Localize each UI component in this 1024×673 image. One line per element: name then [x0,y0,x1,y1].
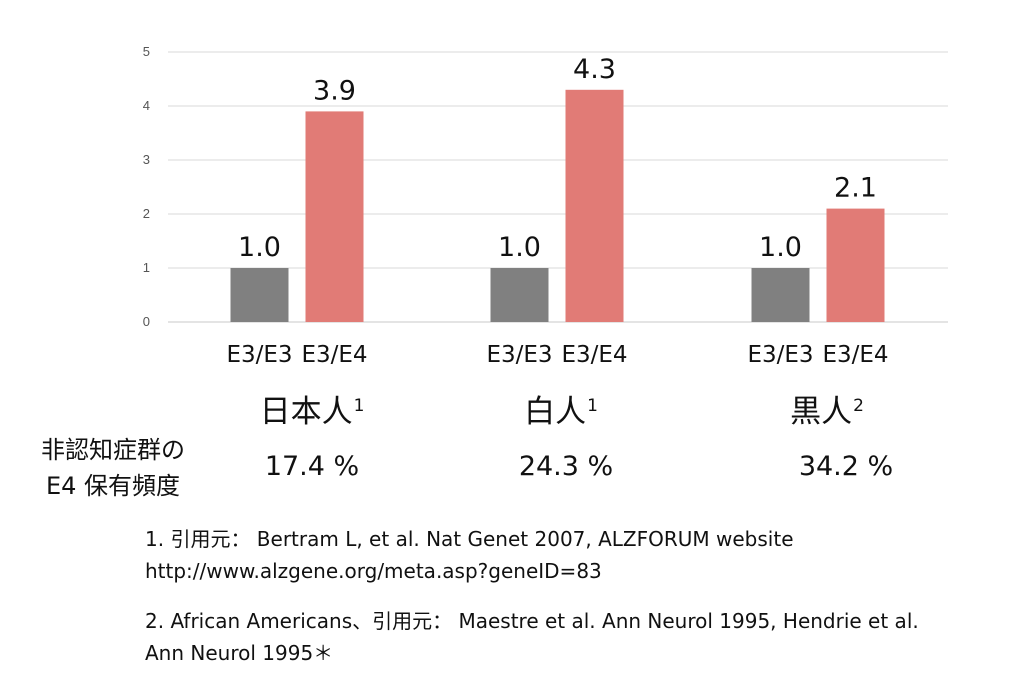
data-label: 1.0 [759,232,802,263]
data-label: 1.0 [238,232,281,263]
reference-2-line1: 2. African Americans、引用元： Maestre et al.… [145,609,919,633]
footnote-marker: 2 [853,396,864,416]
y-tick-label: 5 [143,44,150,59]
frequency-black: 34.2 % [798,451,894,482]
category-labels: E3/E3 E3/E4 E3/E3 E3/E4 E3/E3 E3/E4 [226,342,888,368]
group-label-white: 白人1 [524,395,598,429]
row-label-line2: E4 保有頻度 [45,472,181,500]
group-label-black: 黒人2 [790,395,864,429]
bar [490,268,549,322]
data-label: 3.9 [313,75,356,106]
data-labels: 1.0 3.9 1.0 4.3 1.0 2.1 [238,54,877,263]
category-label: E3/E4 [301,342,367,368]
gridlines [168,51,948,323]
bar [305,111,364,323]
y-tick-label: 1 [143,260,150,275]
row-label-line1: 非認知症群の [41,436,185,464]
y-tick-label: 0 [143,314,150,329]
category-label: E3/E3 [226,342,292,368]
reference-2-line2: Ann Neurol 1995＊ [145,641,334,665]
reference-1-line2: http://www.alzgene.org/meta.asp?geneID=8… [145,559,602,583]
data-label: 4.3 [573,54,616,85]
category-label: E3/E3 [747,342,813,368]
frequency-white: 24.3 % [518,451,614,482]
group-label-japanese: 日本人1 [260,395,365,429]
category-label: E3/E3 [486,342,552,368]
bars [230,89,885,323]
group-label-text: 日本人 [259,394,353,430]
bar [751,268,810,322]
row-label: 非認知症群の E4 保有頻度 [18,432,208,504]
bar [565,89,624,322]
category-label: E3/E4 [561,342,627,368]
y-tick-label: 3 [143,152,150,167]
y-tick-label: 2 [143,206,150,221]
footnote-marker: 1 [587,396,598,416]
frequency-japanese: 17.4 % [264,451,360,482]
y-axis: 0 1 2 3 4 5 [143,44,150,329]
category-label: E3/E4 [822,342,888,368]
data-label: 2.1 [834,173,877,204]
data-label: 1.0 [498,232,541,263]
bar [230,268,289,322]
reference-1-line1: 1. 引用元： Bertram L, et al. Nat Genet 2007… [145,527,794,551]
footnote-marker: 1 [353,396,365,416]
y-tick-label: 4 [143,98,150,113]
bar [826,208,885,322]
group-label-text: 白人 [524,394,587,430]
group-label-text: 黒人 [790,394,853,430]
